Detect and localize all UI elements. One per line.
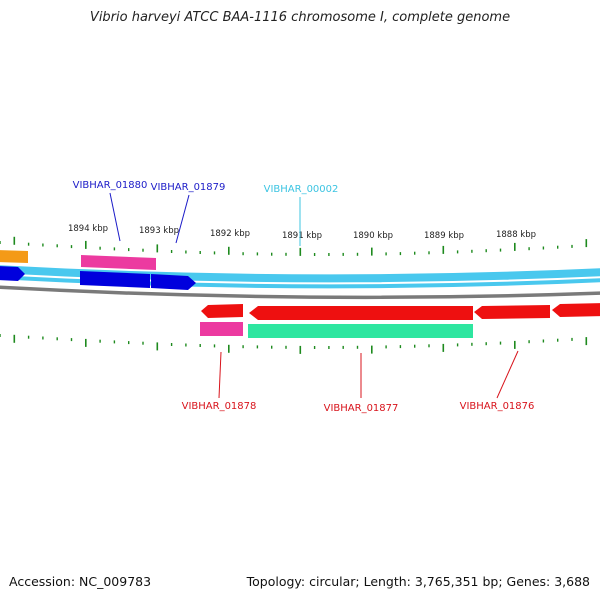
callout-line-01879 (175, 194, 190, 244)
ruler-track (0, 285, 600, 300)
feature-label[interactable]: VIBHAR_01877 (324, 403, 399, 414)
feature-label[interactable]: VIBHAR_01879 (151, 182, 226, 193)
forward-strand-features (0, 250, 196, 290)
cds-01880 (80, 271, 150, 288)
feature-label[interactable]: VIBHAR_01878 (182, 401, 257, 412)
inner-tick-ring (0, 334, 588, 354)
cds-01878 (201, 304, 243, 318)
callout-line-01880 (109, 192, 121, 242)
rna-gene-01877 (248, 324, 473, 338)
gene-01878 (200, 322, 243, 336)
reverse-strand-features (200, 303, 600, 338)
scale-label: 1888 kbp (496, 230, 536, 240)
orange-feature (0, 250, 28, 263)
callout-line-01876 (496, 350, 519, 399)
cds-01876 (474, 305, 550, 319)
feature-label[interactable]: VIBHAR_01880 (73, 180, 148, 191)
scale-label: 1893 kbp (139, 226, 179, 236)
map-title: Vibrio harveyi ATCC BAA-1116 chromosome … (89, 10, 511, 25)
feature-label[interactable]: VIBHAR_00002 (264, 184, 339, 195)
scale-label: 1894 kbp (68, 224, 108, 234)
cds-01877 (249, 306, 473, 320)
cds-right-edge (552, 303, 600, 317)
scale-label: 1891 kbp (282, 231, 322, 241)
genome-summary: Topology: circular; Length: 3,765,351 bp… (246, 574, 590, 589)
outer-tick-ring (0, 236, 588, 256)
accession-label: Accession: NC_009783 (9, 574, 152, 589)
feature-callouts: VIBHAR_01880 VIBHAR_01879 VIBHAR_00002 V… (73, 180, 535, 414)
scale-label: 1892 kbp (210, 229, 250, 239)
feature-label[interactable]: VIBHAR_01876 (460, 401, 535, 412)
cds-left-edge (0, 266, 25, 281)
scale-labels: 1894 kbp 1893 kbp 1892 kbp 1891 kbp 1890… (68, 224, 536, 241)
scale-label: 1890 kbp (353, 231, 393, 241)
gene-01880 (81, 255, 156, 270)
callout-line-01878 (218, 351, 222, 399)
scale-label: 1889 kbp (424, 231, 464, 241)
cds-01879 (151, 274, 196, 290)
